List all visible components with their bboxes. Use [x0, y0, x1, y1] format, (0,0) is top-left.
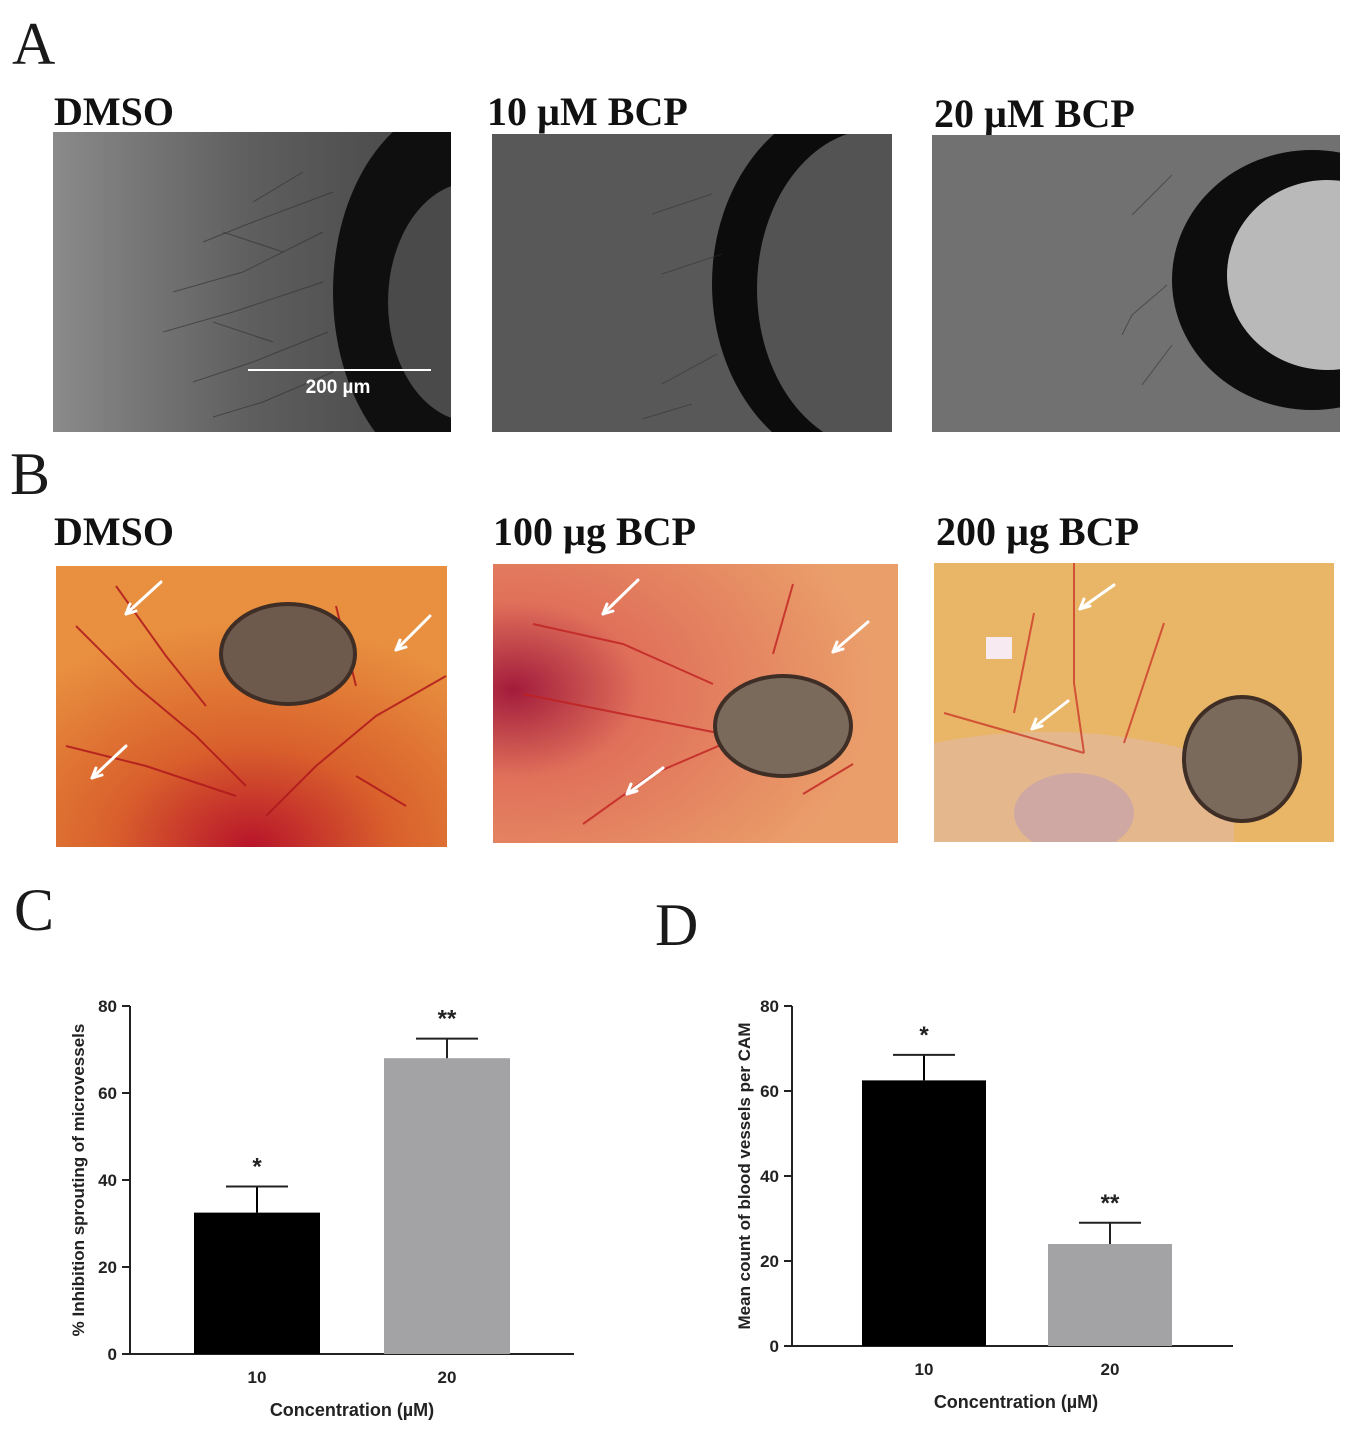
chart-d-xtick-label-20: 20 — [1101, 1360, 1120, 1379]
chart-d-ytick-label: 60 — [760, 1082, 779, 1101]
label-a-10um: 10 µM BCP — [487, 89, 688, 134]
chart-c-xtick-label-20: 20 — [438, 1368, 457, 1387]
chart-c-x-axis-title: Concentration (µM) — [270, 1400, 434, 1420]
panel-label-b: B — [10, 441, 51, 507]
chart-c-bar-20 — [384, 1058, 510, 1354]
label-a-dmso: DMSO — [54, 89, 174, 134]
chart-c-y-axis-title: % Inhibition sprouting of microvessels — [69, 1024, 88, 1337]
label-b-100ug: 100 µg BCP — [493, 509, 697, 554]
chart-c-ytick-label: 20 — [98, 1258, 117, 1277]
chart-d-ytick-label: 0 — [770, 1337, 779, 1356]
chart-c-significance-20: ** — [438, 1006, 457, 1033]
chart-d-significance-20: ** — [1101, 1190, 1120, 1217]
microscopy-image-20um — [932, 135, 1340, 432]
microscopy-image-dmso: 200 µm — [53, 132, 451, 432]
label-a-20um: 20 µM BCP — [934, 91, 1135, 136]
chart-c-ytick-label: 80 — [98, 997, 117, 1016]
chart-d-x-axis-title: Concentration (µM) — [934, 1392, 1098, 1412]
panel-label-d: D — [655, 892, 699, 958]
chart-d: 0 20 40 60 80 * 10 ** 20 Concentration (µM) Mean c… — [680, 960, 1280, 1420]
cam-image-dmso — [56, 566, 447, 847]
chart-c-significance-10: * — [252, 1154, 262, 1181]
cam-image-200ug — [934, 563, 1334, 842]
chart-d-bar-20 — [1048, 1244, 1172, 1346]
chart-c-ytick-label: 0 — [108, 1345, 117, 1364]
chart-d-ytick-label: 20 — [760, 1252, 779, 1271]
chart-d-bar-10 — [862, 1080, 986, 1346]
chart-c-bar-10 — [194, 1212, 320, 1354]
scale-bar-label: 200 µm — [306, 377, 371, 398]
chart-d-y-axis-title: Mean count of blood vessels per CAM — [735, 1023, 754, 1330]
chart-d-significance-10: * — [919, 1022, 929, 1049]
panel-label-c: C — [14, 877, 55, 943]
panel-label-a: A — [12, 11, 56, 77]
label-b-dmso: DMSO — [54, 509, 174, 554]
label-b-200ug: 200 µg BCP — [936, 509, 1140, 554]
chart-c-xtick-label-10: 10 — [248, 1368, 267, 1387]
chart-d-ytick-label: 80 — [760, 997, 779, 1016]
chart-c-ytick-label: 40 — [98, 1171, 117, 1190]
chart-d-ytick-label: 40 — [760, 1167, 779, 1186]
chart-c: 0 20 40 60 80 * 10 ** 20 Concentration (µM)% Inhi… — [0, 960, 620, 1430]
chart-c-ytick-label: 60 — [98, 1084, 117, 1103]
microscopy-image-10um — [492, 134, 892, 432]
chart-d-xtick-label-10: 10 — [915, 1360, 934, 1379]
cam-image-100ug — [493, 564, 898, 843]
